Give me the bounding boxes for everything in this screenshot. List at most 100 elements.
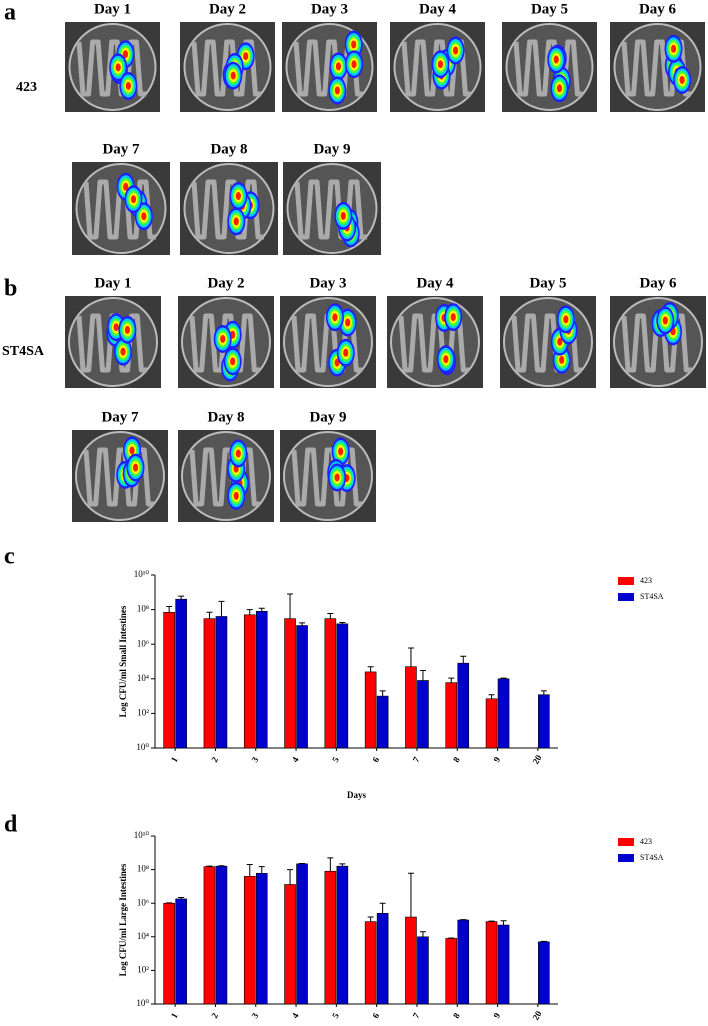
day-label: Day 2 xyxy=(207,275,244,291)
day-label: Day 9 xyxy=(309,409,346,425)
legend-swatch xyxy=(618,593,634,601)
panel-label: b xyxy=(4,276,17,302)
bar xyxy=(296,625,308,749)
y-axis-title: Log CFU/ml Small Intestines xyxy=(118,605,128,717)
signal-blob xyxy=(122,50,129,59)
error-bar xyxy=(379,902,386,914)
signal-blob xyxy=(452,46,459,55)
intestine-image xyxy=(610,296,706,388)
bar xyxy=(364,921,377,1005)
error-bar xyxy=(178,595,185,600)
intestine xyxy=(191,39,261,97)
intestine-image xyxy=(610,22,705,112)
error-bar xyxy=(500,677,507,679)
signal-blob xyxy=(334,473,340,482)
signal-blob xyxy=(332,313,338,322)
signal-blob xyxy=(233,217,239,226)
intestine-image xyxy=(72,162,170,255)
signal-blob xyxy=(129,446,135,455)
signal-blob xyxy=(113,323,119,332)
bar xyxy=(336,865,349,1005)
day-label: Day 7 xyxy=(101,409,139,425)
bar xyxy=(284,884,296,1005)
x-tick-label: 3 xyxy=(249,1011,260,1020)
signal-blob xyxy=(559,355,565,364)
bar xyxy=(538,694,550,749)
error-bar xyxy=(258,607,265,612)
bar xyxy=(405,666,417,749)
bar xyxy=(163,902,175,1005)
y-tick-label: 10⁸ xyxy=(137,864,149,874)
signal-blob xyxy=(230,357,236,366)
day-label: Day 4 xyxy=(416,275,454,291)
day-label: Day 8 xyxy=(210,141,247,157)
bar xyxy=(215,865,228,1005)
error-bar xyxy=(407,647,414,667)
signal-blob xyxy=(563,315,569,324)
legend-swatch xyxy=(618,577,634,585)
bar xyxy=(376,913,389,1005)
signal-blob xyxy=(235,449,241,458)
x-tick-label: 6 xyxy=(370,1011,381,1020)
x-axis-title: Days xyxy=(347,790,366,800)
x-tick-label: 20 xyxy=(530,1009,543,1022)
bar xyxy=(457,662,470,749)
signal-blob xyxy=(340,211,346,220)
signal-blob xyxy=(662,316,668,325)
error-bar xyxy=(166,606,173,613)
signal-blob xyxy=(437,60,444,69)
y-tick-label: 10⁴ xyxy=(137,673,149,683)
bar xyxy=(243,875,256,1005)
x-tick-label: 2 xyxy=(209,1011,220,1020)
x-tick-label: 2 xyxy=(209,755,220,764)
error-bar xyxy=(407,872,414,918)
legend-swatch xyxy=(618,854,634,862)
signal-blob xyxy=(124,325,130,334)
day-label: Day 2 xyxy=(209,1,246,17)
y-tick-label: 10⁰ xyxy=(136,998,149,1008)
bar xyxy=(324,618,337,749)
intestine-image xyxy=(500,296,596,388)
signal-blob xyxy=(120,347,126,356)
bar xyxy=(163,611,175,749)
error-bar xyxy=(287,593,294,619)
error-bar xyxy=(540,690,547,695)
day-label: Day 3 xyxy=(309,275,346,291)
intestine-image xyxy=(178,430,274,522)
signal-blob xyxy=(556,84,563,93)
signal-blob xyxy=(130,195,137,204)
bar xyxy=(255,873,268,1005)
error-bar xyxy=(327,612,334,619)
bar xyxy=(485,921,498,1005)
signal-blob xyxy=(334,86,340,95)
signal-blob xyxy=(243,52,249,61)
error-bar xyxy=(258,866,265,874)
x-tick-label: 9 xyxy=(491,755,502,764)
bar xyxy=(538,941,550,1005)
error-bar xyxy=(246,609,253,615)
bar xyxy=(203,618,216,749)
y-tick-label: 10⁸ xyxy=(137,604,149,614)
x-tick-label: 20 xyxy=(530,753,543,766)
intestine xyxy=(291,447,362,507)
y-tick-label: 10¹⁰ xyxy=(134,830,150,840)
intestine xyxy=(76,39,146,97)
bar xyxy=(175,598,187,749)
bar xyxy=(445,682,458,749)
x-tick-label: 8 xyxy=(451,755,462,764)
y-tick-label: 10⁴ xyxy=(137,931,149,941)
error-bar xyxy=(460,655,467,664)
error-bar xyxy=(488,694,495,699)
x-tick-label: 4 xyxy=(290,755,301,764)
legend-label: ST4SA xyxy=(640,592,664,601)
panel-label: d xyxy=(4,812,18,838)
error-bar xyxy=(419,670,426,681)
signal-blob xyxy=(450,313,456,322)
signal-blob xyxy=(125,81,131,90)
error-bar xyxy=(500,920,507,926)
signal-blob xyxy=(679,75,685,84)
day-label: Day 5 xyxy=(529,275,566,291)
error-bar xyxy=(448,677,455,683)
bar xyxy=(445,938,458,1005)
